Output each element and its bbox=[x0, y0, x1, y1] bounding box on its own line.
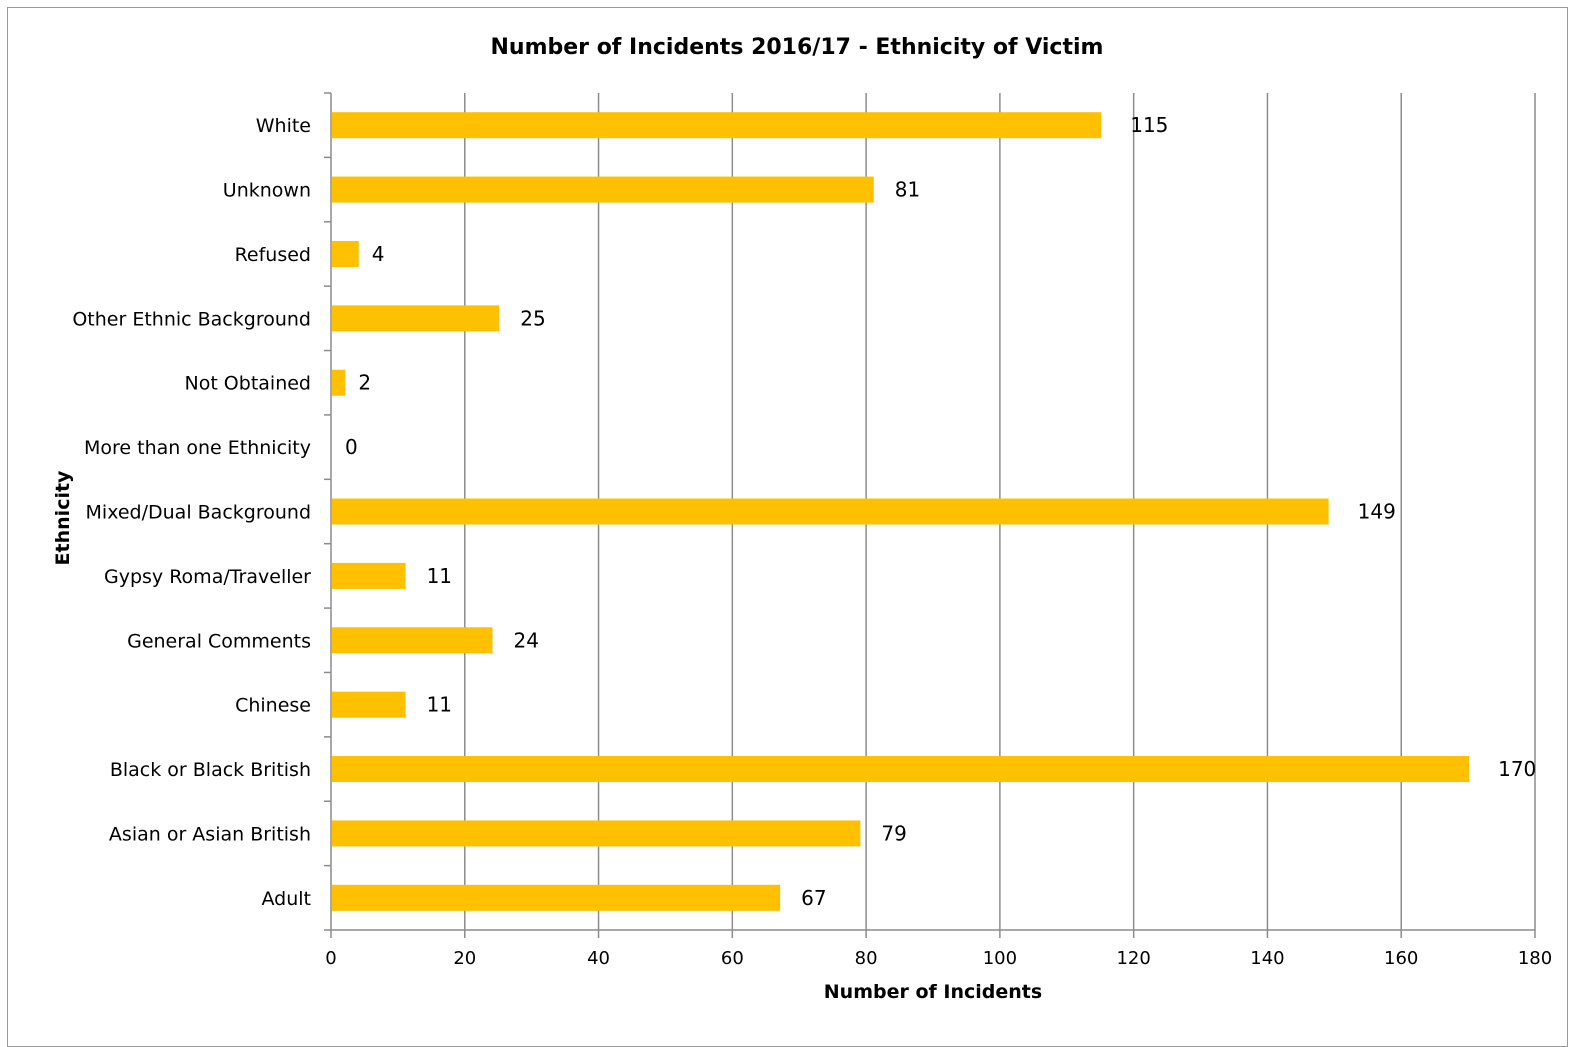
category-label: Not Obtained bbox=[184, 373, 311, 395]
x-tick-label: 140 bbox=[1250, 948, 1284, 969]
bar bbox=[332, 691, 406, 718]
category-label: Unknown bbox=[223, 180, 311, 202]
category-label: More than one Ethnicity bbox=[84, 437, 311, 459]
data-label: 25 bbox=[520, 306, 545, 330]
x-tick-label: 120 bbox=[1116, 948, 1150, 969]
bar bbox=[332, 884, 781, 911]
x-tick-label: 0 bbox=[325, 948, 336, 969]
x-tick-label: 100 bbox=[983, 948, 1017, 969]
chart-title: Number of Incidents 2016/17 - Ethnicity … bbox=[491, 35, 1104, 60]
bars bbox=[332, 112, 1470, 911]
bar bbox=[332, 305, 500, 332]
bar bbox=[332, 112, 1102, 139]
x-tick-label: 180 bbox=[1518, 948, 1552, 969]
data-label: 24 bbox=[514, 628, 539, 652]
category-label: Black or Black British bbox=[110, 759, 311, 781]
bar-chart: Number of Incidents 2016/17 - Ethnicity … bbox=[52, 35, 1552, 1003]
bar bbox=[332, 820, 861, 847]
y-axis-title: Ethnicity bbox=[52, 470, 74, 565]
bar bbox=[332, 498, 1329, 525]
x-axis-title: Number of Incidents bbox=[824, 981, 1042, 1003]
data-label: 11 bbox=[427, 564, 452, 588]
category-label: Chinese bbox=[235, 695, 311, 717]
category-label: Adult bbox=[262, 888, 312, 910]
data-label: 81 bbox=[895, 178, 920, 202]
bar bbox=[332, 369, 346, 396]
data-label: 0 bbox=[345, 435, 358, 459]
data-label: 79 bbox=[881, 821, 906, 845]
x-tick-label: 40 bbox=[587, 948, 610, 969]
chart-frame: Number of Incidents 2016/17 - Ethnicity … bbox=[7, 7, 1568, 1047]
x-tick-label: 60 bbox=[721, 948, 744, 969]
data-label: 2 bbox=[358, 371, 371, 395]
category-label: Asian or Asian British bbox=[109, 823, 311, 845]
data-label: 170 bbox=[1498, 757, 1536, 781]
category-label: Other Ethnic Background bbox=[72, 308, 311, 330]
bar bbox=[332, 627, 493, 654]
bar bbox=[332, 240, 359, 267]
bar bbox=[332, 562, 406, 589]
category-label: White bbox=[256, 115, 311, 137]
category-label: Gypsy Roma/Traveller bbox=[104, 566, 311, 588]
x-tick-label: 80 bbox=[855, 948, 878, 969]
category-label: Refused bbox=[235, 244, 311, 266]
axes bbox=[324, 92, 1536, 938]
x-tick-label: 160 bbox=[1384, 948, 1418, 969]
data-label: 4 bbox=[372, 242, 385, 266]
category-label: Mixed/Dual Background bbox=[86, 502, 311, 524]
bar bbox=[332, 176, 874, 203]
bar bbox=[332, 756, 1470, 783]
data-label: 115 bbox=[1130, 113, 1168, 137]
data-label: 11 bbox=[427, 693, 452, 717]
x-tick-label: 20 bbox=[453, 948, 476, 969]
category-label: General Comments bbox=[127, 630, 311, 652]
data-label: 149 bbox=[1358, 500, 1396, 524]
data-label: 67 bbox=[801, 886, 826, 910]
